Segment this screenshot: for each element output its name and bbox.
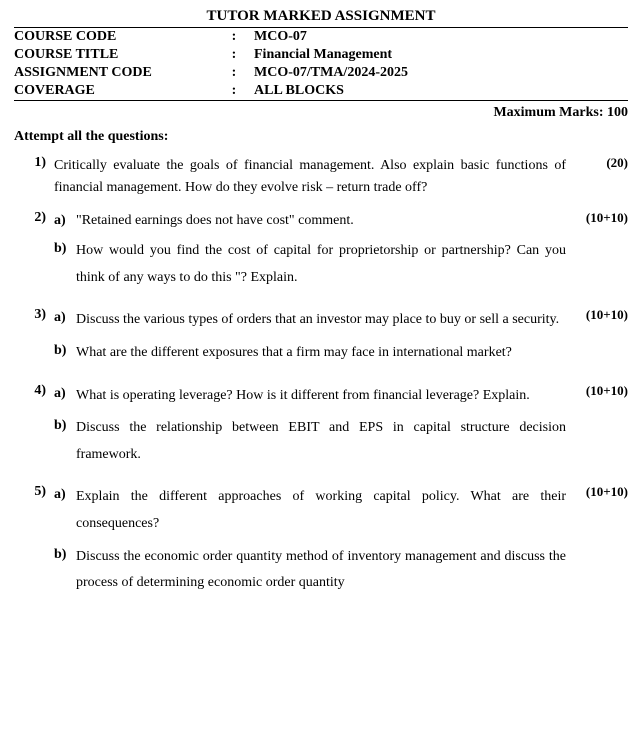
meta-value: ALL BLOCKS [254,82,628,100]
sub-question: b) What are the different exposures that… [54,340,566,367]
sub-question: b) Discuss the economic order quantity m… [54,544,566,597]
meta-colon: : [214,28,254,46]
sub-text: How would you find the cost of capital f… [76,238,566,291]
sub-label: a) [54,210,76,232]
meta-label: COURSE CODE [14,28,214,46]
meta-table: COURSE CODE : MCO-07 COURSE TITLE : Fina… [14,28,628,100]
question-number: 5) [20,484,54,500]
question-marks: (20) [572,155,628,171]
attempt-instruction: Attempt all the questions: [14,129,628,155]
meta-value: Financial Management [254,46,628,64]
sub-text: Discuss the relationship between EBIT an… [76,415,566,468]
sub-question: a) What is operating leverage? How is it… [54,383,566,410]
question-body: a) "Retained earnings does not have cost… [54,210,572,298]
meta-colon: : [214,82,254,100]
question-number: 4) [20,383,54,399]
question: 4) a) What is operating leverage? How is… [20,383,628,475]
question-marks: (10+10) [572,484,628,500]
sub-label: b) [54,415,76,437]
sub-text: Explain the different approaches of work… [76,484,566,537]
question-body: a) What is operating leverage? How is it… [54,383,572,475]
meta-label: COVERAGE [14,82,214,100]
sub-question: a) "Retained earnings does not have cost… [54,210,566,232]
doc-title: TUTOR MARKED ASSIGNMENT [14,8,628,27]
meta-label: COURSE TITLE [14,46,214,64]
sub-label: b) [54,340,76,362]
meta-value: MCO-07 [254,28,628,46]
sub-text: Discuss the various types of orders that… [76,307,566,334]
meta-row: COVERAGE : ALL BLOCKS [14,82,628,100]
sub-label: b) [54,238,76,260]
question-marks: (10+10) [572,307,628,323]
meta-label: ASSIGNMENT CODE [14,64,214,82]
sub-label: a) [54,484,76,506]
meta-colon: : [214,46,254,64]
sub-label: a) [54,383,76,405]
meta-row: ASSIGNMENT CODE : MCO-07/TMA/2024-2025 [14,64,628,82]
question-marks: (10+10) [572,383,628,399]
sub-question: b) How would you find the cost of capita… [54,238,566,291]
question: 5) a) Explain the different approaches o… [20,484,628,602]
max-marks: Maximum Marks: 100 [14,101,628,129]
sub-label: a) [54,307,76,329]
question-number: 1) [20,155,54,171]
meta-value: MCO-07/TMA/2024-2025 [254,64,628,82]
question-number: 2) [20,210,54,226]
question-body: a) Explain the different approaches of w… [54,484,572,602]
meta-row: COURSE CODE : MCO-07 [14,28,628,46]
question-marks: (10+10) [572,210,628,226]
questions-list: 1) Critically evaluate the goals of fina… [14,155,628,603]
sub-text: Discuss the economic order quantity meth… [76,544,566,597]
question-text: Critically evaluate the goals of financi… [54,155,572,200]
question-number: 3) [20,307,54,323]
question: 3) a) Discuss the various types of order… [20,307,628,372]
sub-question: a) Explain the different approaches of w… [54,484,566,537]
sub-text: "Retained earnings does not have cost" c… [76,210,566,231]
meta-row: COURSE TITLE : Financial Management [14,46,628,64]
meta-colon: : [214,64,254,82]
sub-question: b) Discuss the relationship between EBIT… [54,415,566,468]
sub-question: a) Discuss the various types of orders t… [54,307,566,334]
question: 2) a) "Retained earnings does not have c… [20,210,628,298]
question-body: a) Discuss the various types of orders t… [54,307,572,372]
sub-text: What are the different exposures that a … [76,340,566,367]
sub-label: b) [54,544,76,566]
sub-text: What is operating leverage? How is it di… [76,383,566,410]
question: 1) Critically evaluate the goals of fina… [20,155,628,200]
